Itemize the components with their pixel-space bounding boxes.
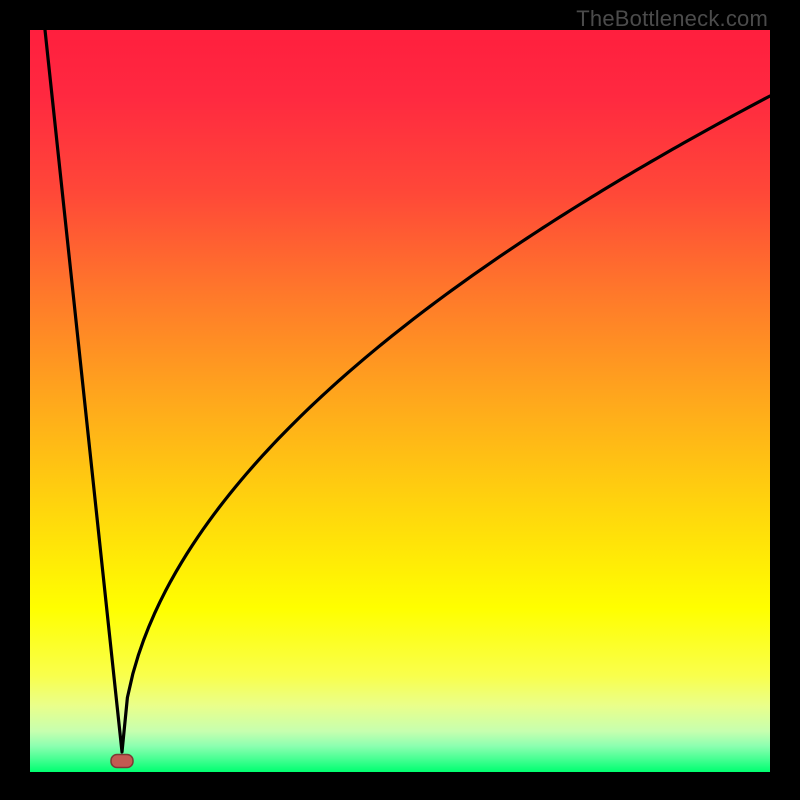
watermark-text: TheBottleneck.com: [576, 6, 768, 32]
curve-layer: [30, 30, 770, 772]
optimal-marker: [111, 755, 133, 768]
chart-container: TheBottleneck.com: [0, 0, 800, 800]
plot-area: [30, 30, 770, 772]
bottleneck-curve: [45, 30, 770, 752]
